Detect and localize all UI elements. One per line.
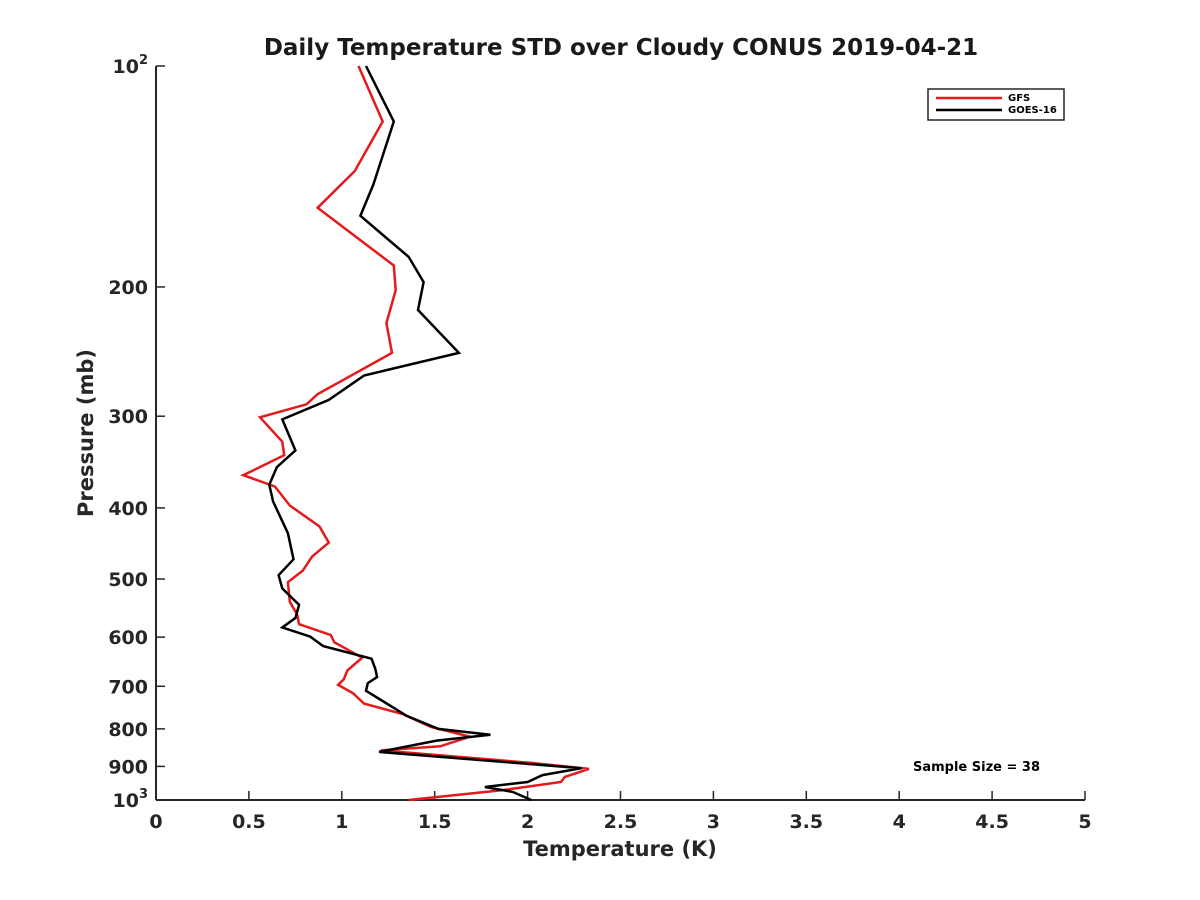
series-line-gfs: [240, 65, 590, 802]
legend-label-goes-16: GOES-16: [1008, 105, 1057, 116]
plot-area: 0 0.5 1 1.5 2 2.5 3 3.5 4 4.5 5 102 200 300 400 500 600…: [108, 53, 1091, 833]
y-tick-label: 300: [108, 406, 148, 428]
series-line-goes-16: [267, 65, 582, 802]
x-tick-label: 0.5: [232, 811, 266, 833]
chart-title: Daily Temperature STD over Cloudy CONUS …: [264, 35, 978, 61]
legend-label-gfs: GFS: [1008, 93, 1030, 104]
y-tick-label: 800: [108, 719, 148, 741]
x-axis-label: Temperature (K): [523, 837, 717, 861]
x-tick-label: 3.5: [789, 811, 823, 833]
y-tick-label: 600: [108, 627, 148, 649]
x-tick-label: 3: [707, 811, 720, 833]
legend-box: [927, 88, 1065, 121]
sample-size-annotation: Sample Size = 38: [913, 760, 1040, 775]
x-tick-label: 1.5: [418, 811, 452, 833]
x-ticks: 0 0.5 1 1.5 2 2.5 3 3.5 4 4.5 5: [149, 791, 1092, 833]
y-tick-label: 500: [108, 569, 148, 591]
x-tick-label: 5: [1078, 811, 1091, 833]
x-tick-label: 2: [521, 811, 534, 833]
series-lines: [240, 65, 590, 802]
x-tick-label: 1: [335, 811, 348, 833]
y-tick-label: 103: [113, 787, 149, 812]
y-tick-label: 400: [108, 498, 148, 520]
x-tick-label: 4.5: [975, 811, 1009, 833]
y-tick-label: 200: [108, 277, 148, 299]
x-tick-label: 0: [149, 811, 162, 833]
y-tick-label: 900: [108, 756, 148, 778]
y-tick-label: 700: [108, 676, 148, 698]
x-tick-label: 4: [893, 811, 906, 833]
legend: GFS GOES-16: [927, 88, 1065, 121]
y-tick-label: 102: [113, 53, 149, 78]
x-tick-label: 2.5: [604, 811, 638, 833]
y-axis-label: Pressure (mb): [74, 349, 98, 517]
y-ticks: 102 200 300 400 500 600 700 800 900 103: [108, 53, 165, 812]
